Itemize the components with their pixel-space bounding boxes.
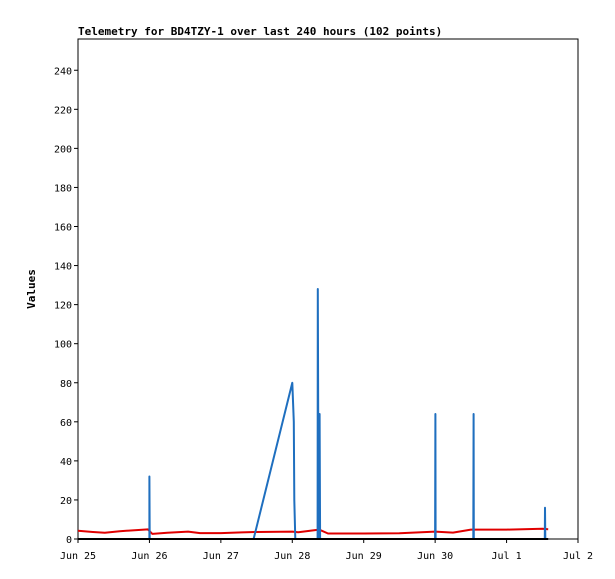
series-line-1 [77, 527, 549, 535]
x-tick-label: Jul 1 [492, 551, 522, 562]
y-tick-label: 20 [60, 496, 72, 507]
x-tick-label: Jun 27 [203, 551, 239, 562]
x-tick-label: Jun 25 [60, 551, 96, 562]
x-tick-label: Jul 2 [563, 551, 593, 562]
y-tick-label: 200 [54, 144, 72, 155]
y-tick-label: 240 [54, 66, 72, 77]
plot-frame [77, 38, 579, 540]
chart-title: Telemetry for BD4TZY-1 over last 240 hou… [78, 25, 442, 38]
y-tick-label: 220 [54, 105, 72, 116]
y-tick-label: 40 [60, 457, 72, 468]
series-layer [77, 288, 549, 540]
x-tick-label: Jun 29 [346, 551, 382, 562]
y-tick-label: 180 [54, 183, 72, 194]
y-tick-label: 80 [60, 379, 72, 390]
y-tick-label: 60 [60, 418, 72, 429]
y-tick-label: 140 [54, 262, 72, 273]
y-tick-label: 160 [54, 223, 72, 234]
series-line-2 [148, 288, 547, 540]
x-tick-label: Jun 30 [417, 551, 453, 562]
y-tick-label: 100 [54, 340, 72, 351]
y-tick-label: 120 [54, 301, 72, 312]
y-axis-label: Values [25, 269, 38, 309]
x-axis: Jun 25 Jun 26 Jun 27 Jun 28 Jun 29 Jun 30 Jul … [60, 539, 593, 562]
y-tick-label: 0 [66, 535, 72, 546]
y-axis: 0 20 40 60 80 100 120 140 160 180 200 220 240 [54, 66, 78, 546]
x-tick-label: Jun 28 [274, 551, 310, 562]
x-tick-label: Jun 26 [131, 551, 167, 562]
